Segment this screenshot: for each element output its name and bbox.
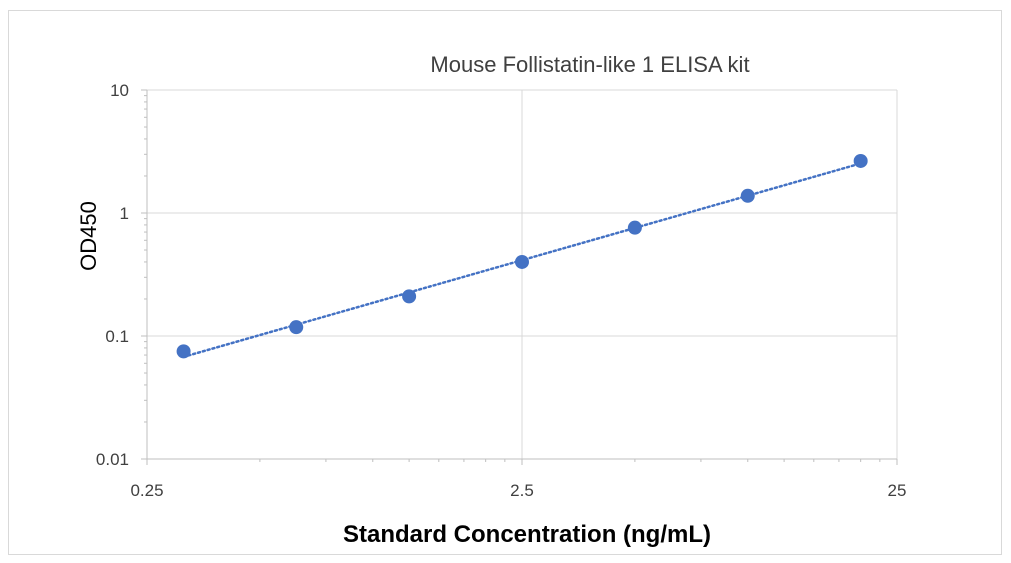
x-tick-label: 2.5 [510,481,534,500]
y-tick-label: 10 [110,81,129,100]
y-axis-label: OD450 [76,201,101,271]
x-tick-label: 25 [888,481,907,500]
grid-lines [147,89,898,459]
x-tick-label: 0.25 [130,481,163,500]
y-tick-label: 1 [120,204,129,223]
data-point [853,153,868,168]
chart-title: Mouse Follistatin-like 1 ELISA kit [430,52,749,77]
axes [141,89,898,465]
chart-area [8,10,1002,555]
y-tick-label: 0.1 [105,327,129,346]
x-axis-label: Standard Concentration (ng/mL) [343,521,711,548]
y-tick-label: 0.01 [96,450,129,469]
data-points [176,153,868,359]
data-point [740,188,755,203]
data-point [627,220,642,235]
data-point [176,344,191,359]
data-point [289,320,304,335]
tick-labels: 0.01 0.1 1 10 0.25 2.5 25 [96,81,907,500]
data-point [402,289,417,304]
data-point [515,254,529,269]
